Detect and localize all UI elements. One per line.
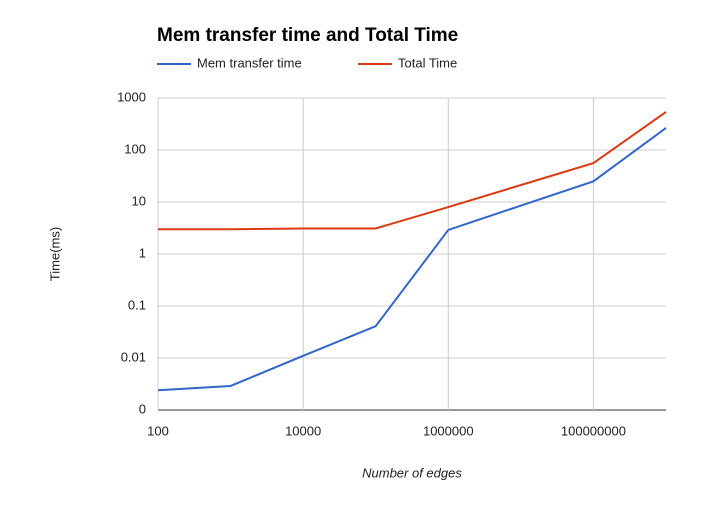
legend-label: Total Time bbox=[398, 55, 457, 70]
x-axis-title: Number of edges bbox=[362, 465, 462, 480]
y-tick-label: 0.01 bbox=[121, 349, 146, 364]
x-tick-label: 100000000 bbox=[561, 423, 626, 438]
series-line bbox=[157, 127, 667, 392]
legend-label: Mem transfer time bbox=[197, 55, 302, 70]
y-tick-label: 0.1 bbox=[128, 297, 146, 312]
series-line bbox=[158, 111, 667, 231]
y-tick-label: 10 bbox=[132, 193, 146, 208]
chart-title: Mem transfer time and Total Time bbox=[157, 25, 458, 46]
y-tick-label: 1000 bbox=[117, 89, 146, 104]
x-tick-label: 100 bbox=[147, 423, 169, 438]
y-tick-label: 100 bbox=[124, 141, 146, 156]
y-tick-label: 1 bbox=[139, 245, 146, 260]
y-tick-label: 0 bbox=[139, 401, 146, 416]
y-axis-title: Time(ms) bbox=[47, 227, 62, 281]
x-tick-label: 10000 bbox=[285, 423, 321, 438]
x-tick-label: 1000000 bbox=[423, 423, 474, 438]
